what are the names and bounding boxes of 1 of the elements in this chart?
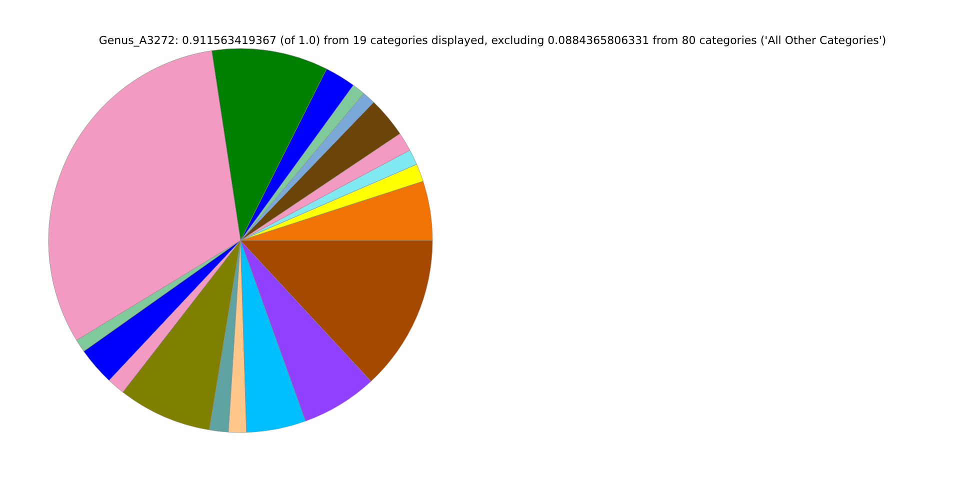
- text: Genus_A3272: 0.911563419367 (of 1.0) from 19 categories displayed, excluding 0.0884365806331 from 80 categories ('All Other Categories'): [98, 34, 886, 47]
